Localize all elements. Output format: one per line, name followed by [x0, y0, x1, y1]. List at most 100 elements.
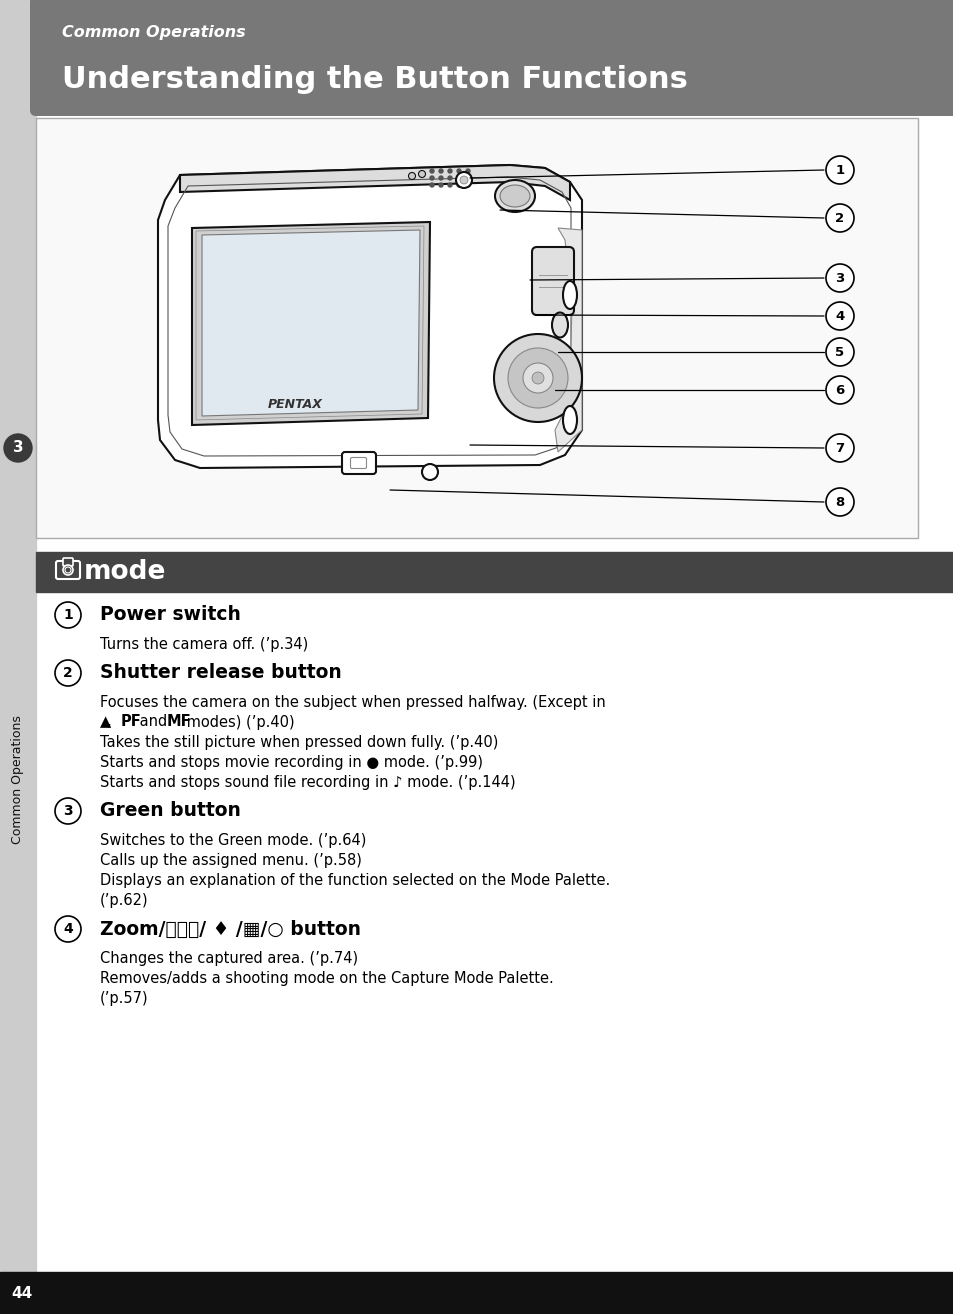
Text: ,: , [108, 715, 116, 729]
Ellipse shape [499, 185, 530, 208]
Text: Understanding the Button Functions: Understanding the Button Functions [62, 66, 687, 95]
Circle shape [55, 602, 81, 628]
Text: Switches to the Green mode. (’p.64): Switches to the Green mode. (’p.64) [100, 833, 366, 848]
Bar [0, 1272, 953, 1314]
Circle shape [494, 334, 581, 422]
Text: Displays an explanation of the function selected on the Mode Palette.: Displays an explanation of the function … [100, 872, 610, 887]
Circle shape [522, 363, 553, 393]
Text: Focuses the camera on the subject when pressed halfway. (Except in: Focuses the camera on the subject when p… [100, 695, 605, 710]
Text: Common Operations: Common Operations [62, 25, 245, 39]
Circle shape [65, 568, 71, 573]
Text: Green button: Green button [100, 802, 240, 820]
Polygon shape [192, 222, 430, 424]
Circle shape [456, 183, 460, 187]
Circle shape [55, 798, 81, 824]
Text: Power switch: Power switch [100, 606, 240, 624]
Circle shape [55, 660, 81, 686]
Text: Common Operations: Common Operations [11, 716, 25, 845]
Text: MF: MF [167, 715, 192, 729]
Text: 3: 3 [835, 272, 843, 285]
Text: 44: 44 [11, 1285, 32, 1301]
FancyBboxPatch shape [56, 561, 80, 579]
Text: Takes the still picture when pressed down fully. (’p.40): Takes the still picture when pressed dow… [100, 735, 497, 749]
Ellipse shape [495, 180, 535, 212]
Circle shape [456, 170, 460, 173]
Circle shape [465, 170, 470, 173]
Text: 3: 3 [12, 440, 23, 456]
Circle shape [438, 183, 442, 187]
Circle shape [825, 156, 853, 184]
Text: Starts and stops movie recording in ● mode. (’p.99): Starts and stops movie recording in ● mo… [100, 754, 482, 770]
Ellipse shape [562, 406, 577, 434]
Circle shape [825, 376, 853, 403]
Circle shape [438, 176, 442, 180]
Bar [0, 0, 36, 1314]
Circle shape [448, 170, 452, 173]
Circle shape [430, 176, 434, 180]
Text: Changes the captured area. (’p.74): Changes the captured area. (’p.74) [100, 950, 357, 966]
Polygon shape [555, 229, 581, 452]
Circle shape [825, 487, 853, 516]
Text: 2: 2 [835, 212, 843, 225]
Text: 5: 5 [835, 346, 843, 359]
FancyBboxPatch shape [63, 558, 73, 566]
Text: Calls up the assigned menu. (’p.58): Calls up the assigned menu. (’p.58) [100, 853, 361, 867]
Text: Starts and stops sound file recording in ♪ mode. (’p.144): Starts and stops sound file recording in… [100, 774, 515, 790]
Circle shape [456, 172, 472, 188]
Circle shape [430, 183, 434, 187]
Circle shape [430, 170, 434, 173]
Circle shape [456, 176, 460, 180]
Circle shape [55, 916, 81, 942]
Circle shape [532, 372, 543, 384]
Text: 1: 1 [63, 608, 72, 622]
Text: 4: 4 [63, 922, 72, 936]
Bar [36, 118, 917, 537]
Text: (’p.62): (’p.62) [100, 892, 149, 908]
Text: modes) (’p.40): modes) (’p.40) [182, 715, 294, 729]
Text: 8: 8 [835, 495, 843, 509]
Bar [36, 552, 953, 593]
Text: 3: 3 [63, 804, 72, 819]
Polygon shape [158, 166, 581, 468]
Circle shape [459, 176, 468, 184]
Circle shape [825, 338, 853, 367]
Ellipse shape [562, 281, 577, 309]
Circle shape [507, 348, 567, 409]
Text: mode: mode [84, 558, 166, 585]
Circle shape [63, 565, 73, 576]
Text: (’p.57): (’p.57) [100, 991, 149, 1005]
Polygon shape [180, 166, 569, 200]
Circle shape [825, 264, 853, 292]
Circle shape [465, 183, 470, 187]
Circle shape [421, 464, 437, 480]
Circle shape [825, 204, 853, 233]
Text: Turns the camera off. (’p.34): Turns the camera off. (’p.34) [100, 636, 308, 652]
Circle shape [825, 302, 853, 330]
Circle shape [408, 172, 416, 180]
Text: Removes/adds a shooting mode on the Capture Mode Palette.: Removes/adds a shooting mode on the Capt… [100, 971, 553, 986]
Circle shape [448, 183, 452, 187]
Ellipse shape [552, 313, 567, 338]
Text: PF: PF [120, 715, 141, 729]
Polygon shape [202, 230, 419, 417]
Text: and: and [135, 715, 172, 729]
Text: 4: 4 [835, 310, 843, 322]
FancyBboxPatch shape [341, 452, 375, 474]
Text: 6: 6 [835, 384, 843, 397]
Circle shape [448, 176, 452, 180]
FancyBboxPatch shape [350, 457, 366, 469]
Circle shape [465, 176, 470, 180]
Text: 1: 1 [835, 163, 843, 176]
Text: 7: 7 [835, 442, 843, 455]
Text: Shutter release button: Shutter release button [100, 664, 341, 682]
Circle shape [4, 434, 32, 463]
Circle shape [438, 170, 442, 173]
Text: PENTAX: PENTAX [267, 398, 322, 411]
FancyBboxPatch shape [30, 0, 953, 116]
Circle shape [418, 171, 425, 177]
FancyBboxPatch shape [532, 247, 574, 315]
Text: Zoom/⛰⛰⛰/ ♦ /▦/○ button: Zoom/⛰⛰⛰/ ♦ /▦/○ button [100, 920, 360, 938]
Circle shape [825, 434, 853, 463]
Text: 2: 2 [63, 666, 72, 681]
Text: ▲: ▲ [100, 715, 112, 729]
